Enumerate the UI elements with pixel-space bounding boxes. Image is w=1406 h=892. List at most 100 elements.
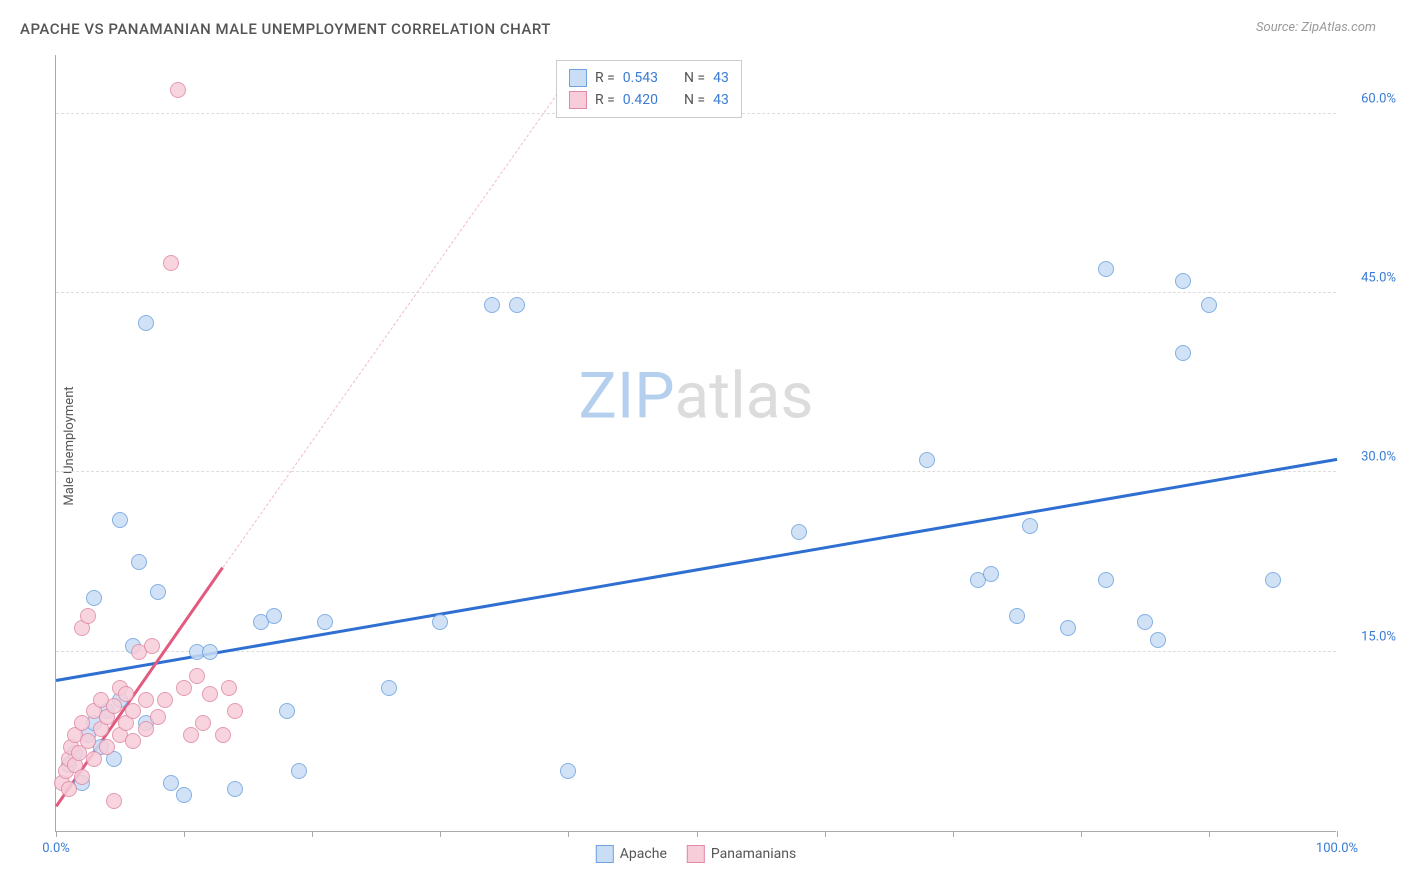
data-point [1009, 608, 1025, 624]
data-point [919, 452, 935, 468]
data-point [791, 524, 807, 540]
y-tick-label: 15.0% [1361, 629, 1396, 644]
data-point [61, 781, 77, 797]
x-tick [568, 831, 569, 837]
x-tick-label: 0.0% [42, 841, 70, 856]
data-point [983, 566, 999, 582]
chart-title: APACHE VS PANAMANIAN MALE UNEMPLOYMENT C… [20, 20, 551, 38]
data-point [215, 727, 231, 743]
x-tick-label: 100.0% [1316, 841, 1358, 856]
legend-swatch [596, 845, 614, 863]
data-point [279, 703, 295, 719]
data-point [157, 692, 173, 708]
legend-item: Apache [596, 845, 667, 863]
data-point [138, 692, 154, 708]
data-point [1175, 273, 1191, 289]
x-tick [1081, 831, 1082, 837]
data-point [176, 680, 192, 696]
data-point [509, 297, 525, 313]
data-point [99, 739, 115, 755]
x-tick [440, 831, 441, 837]
gridline [56, 471, 1336, 472]
data-point [291, 763, 307, 779]
data-point [1150, 632, 1166, 648]
data-point [118, 686, 134, 702]
watermark-atlas: atlas [674, 359, 813, 434]
data-point [138, 315, 154, 331]
x-tick [825, 831, 826, 837]
data-point [195, 715, 211, 731]
n-value: 43 [713, 70, 729, 86]
stats-row: R =0.543N =43 [569, 67, 729, 89]
legend-label: Panamanians [711, 846, 796, 862]
data-point [106, 698, 122, 714]
data-point [106, 793, 122, 809]
x-tick [56, 831, 57, 837]
gridline [56, 292, 1336, 293]
data-point [189, 668, 205, 684]
y-tick-label: 60.0% [1361, 91, 1396, 106]
data-point [86, 751, 102, 767]
watermark: ZIPatlas [579, 359, 814, 434]
r-label: R = [595, 92, 615, 108]
stats-legend: R =0.543N =43R =0.420N =43 [556, 60, 742, 118]
data-point [1098, 261, 1114, 277]
data-point [144, 638, 160, 654]
n-value: 43 [713, 92, 729, 108]
data-point [227, 781, 243, 797]
data-point [176, 787, 192, 803]
data-point [227, 703, 243, 719]
data-point [1060, 620, 1076, 636]
series-legend: Apache Panamanians [596, 845, 796, 863]
data-point [150, 584, 166, 600]
x-tick [1209, 831, 1210, 837]
data-point [202, 644, 218, 660]
r-value: 0.420 [623, 92, 658, 108]
plot-area: ZIPatlas 15.0%30.0%45.0%60.0%0.0%100.0%R… [55, 55, 1336, 832]
data-point [221, 680, 237, 696]
data-point [170, 82, 186, 98]
gridline [56, 651, 1336, 652]
legend-swatch [569, 69, 587, 87]
data-point [163, 255, 179, 271]
x-tick [697, 831, 698, 837]
data-point [1098, 572, 1114, 588]
n-label: N = [684, 92, 705, 108]
source-label: Source: ZipAtlas.com [1256, 20, 1376, 35]
chart-container: APACHE VS PANAMANIAN MALE UNEMPLOYMENT C… [0, 0, 1406, 892]
data-point [1137, 614, 1153, 630]
data-point [202, 686, 218, 702]
data-point [138, 721, 154, 737]
x-tick [1337, 831, 1338, 837]
data-point [432, 614, 448, 630]
legend-swatch [687, 845, 705, 863]
data-point [317, 614, 333, 630]
data-point [381, 680, 397, 696]
trend-line-dashed [222, 77, 569, 568]
data-point [125, 733, 141, 749]
data-point [1265, 572, 1281, 588]
data-point [1201, 297, 1217, 313]
data-point [560, 763, 576, 779]
data-point [131, 554, 147, 570]
data-point [86, 590, 102, 606]
data-point [1175, 345, 1191, 361]
data-point [1022, 518, 1038, 534]
x-tick [312, 831, 313, 837]
trend-line [56, 458, 1337, 682]
stats-row: R = 0.420 N = 43 [569, 89, 729, 111]
r-label: R = [595, 70, 615, 86]
x-tick [953, 831, 954, 837]
y-tick-label: 30.0% [1361, 450, 1396, 465]
data-point [484, 297, 500, 313]
y-tick-label: 45.0% [1361, 271, 1396, 286]
legend-item: Panamanians [687, 845, 796, 863]
legend-swatch [569, 91, 587, 109]
n-label: N = [684, 70, 705, 86]
data-point [74, 769, 90, 785]
watermark-zip: ZIP [579, 359, 675, 434]
data-point [80, 608, 96, 624]
data-point [112, 512, 128, 528]
legend-label: Apache [620, 846, 667, 862]
data-point [80, 733, 96, 749]
